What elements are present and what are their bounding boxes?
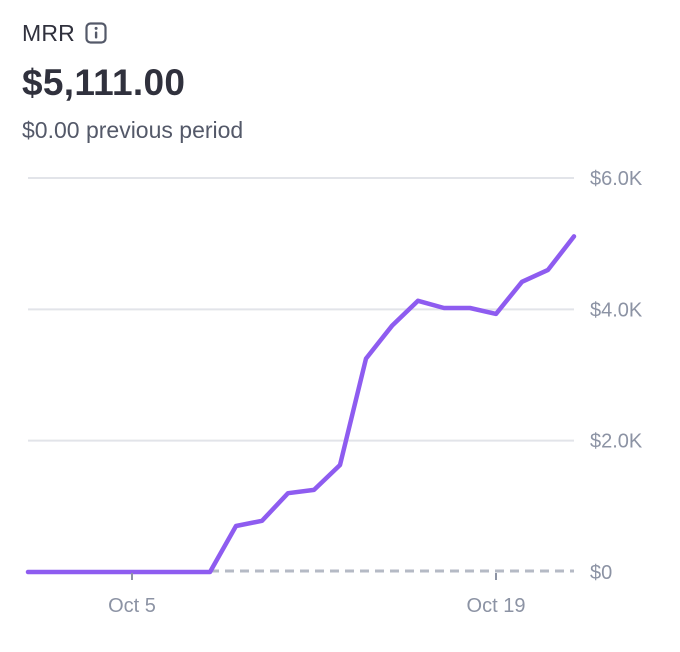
metric-title-row: MRR [22,16,642,50]
y-tick-label: $6.0K [590,168,643,190]
info-icon[interactable] [85,22,107,44]
metric-header: MRR $5,111.00 $0.00 previous period [22,16,642,144]
x-tick-label: Oct 19 [467,595,526,617]
x-tick-label: Oct 5 [108,595,156,617]
metric-value: $5,111.00 [22,62,186,103]
y-tick-label: $4.0K [590,299,643,321]
mrr-series-line [25,234,577,575]
y-tick-label: $0 [590,562,612,584]
metric-name: MRR [22,19,75,46]
y-tick-label: $2.0K [590,431,643,453]
previous-period-value: $0.00 previous period [22,117,244,143]
